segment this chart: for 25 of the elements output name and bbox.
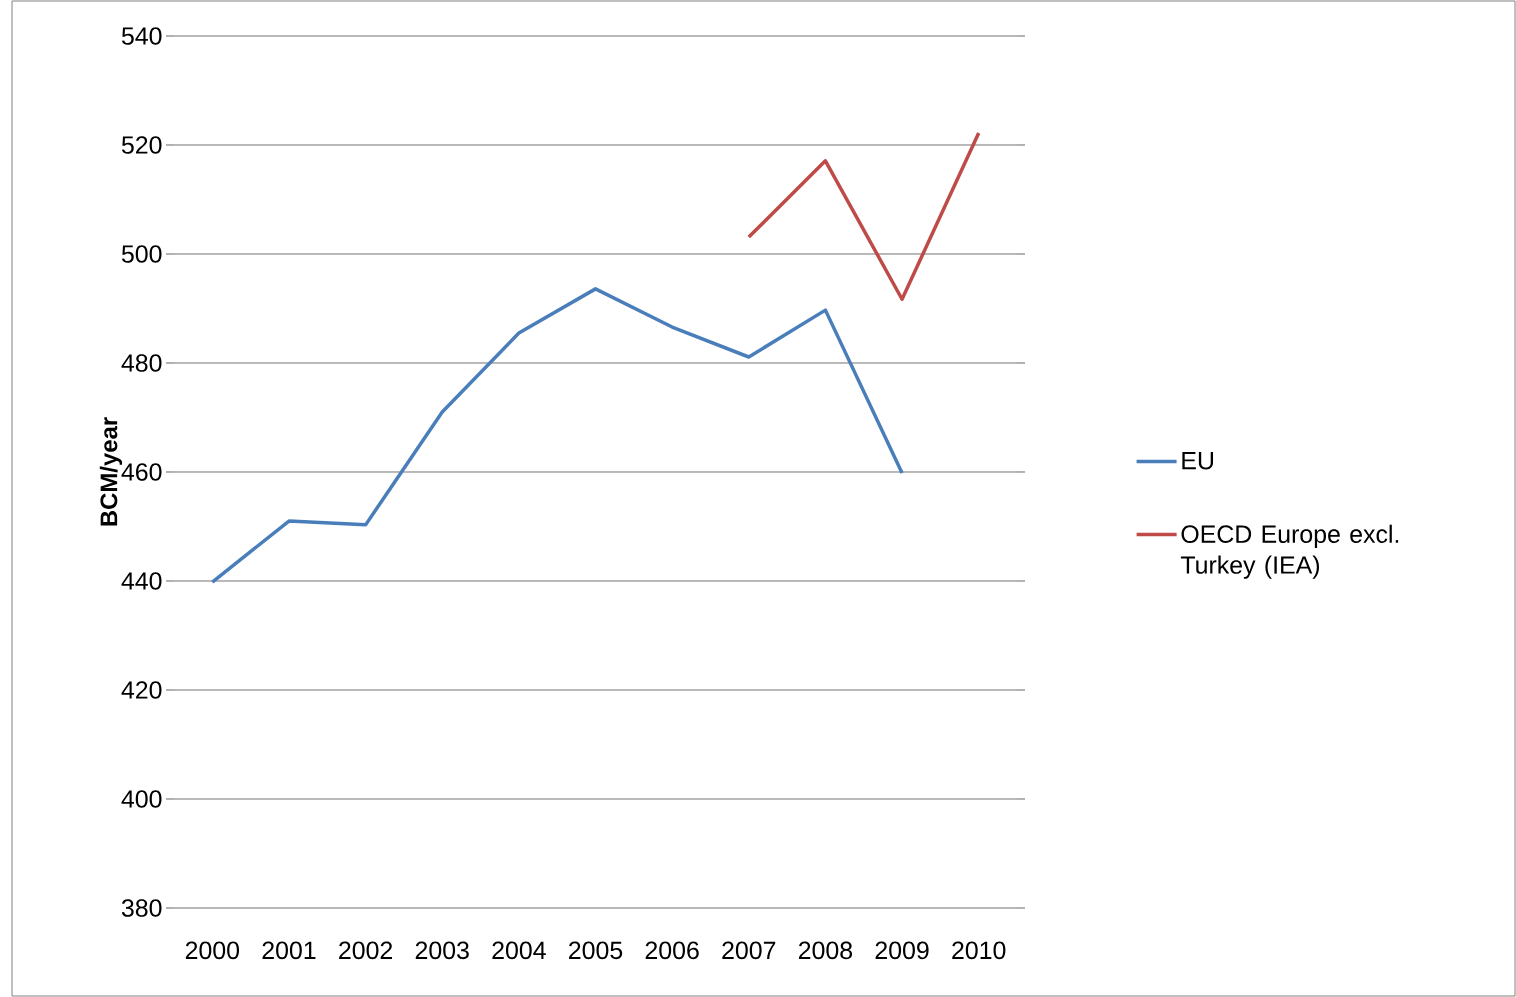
x-tick-label: 2002	[339, 941, 393, 960]
y-tick-label: 380	[121, 899, 162, 917]
x-tick-label: 2001	[262, 941, 316, 960]
y-tick-label: 400	[121, 790, 162, 808]
line-series	[210, 287, 904, 584]
y-axis-title: BCM/year	[99, 417, 123, 526]
legend-label: EU	[1182, 452, 1214, 470]
legend-label: OECD Europe excl. Turkey (IEA)	[1180, 524, 1399, 579]
x-tick-label: 2009	[875, 941, 929, 960]
x-tick-label: 2007	[722, 941, 776, 960]
y-tick-label: 480	[121, 354, 162, 372]
x-tick-label: 2004	[492, 941, 546, 960]
x-tick-label: 2000	[185, 941, 240, 960]
y-tick-label: 500	[121, 245, 162, 263]
x-tick-label: 2005	[569, 941, 623, 960]
y-tick-label: 420	[121, 681, 162, 699]
x-tick-label: 2003	[415, 941, 469, 960]
x-tick-label: 2008	[798, 941, 853, 960]
y-tick-label: 440	[121, 572, 162, 590]
y-tick-label: 460	[121, 463, 162, 481]
line-series	[747, 131, 981, 301]
x-tick-label: 2010	[952, 941, 1006, 960]
y-tick-label: 540	[121, 27, 162, 45]
x-tick-label: 2006	[645, 941, 699, 960]
y-tick-label: 520	[121, 136, 162, 154]
